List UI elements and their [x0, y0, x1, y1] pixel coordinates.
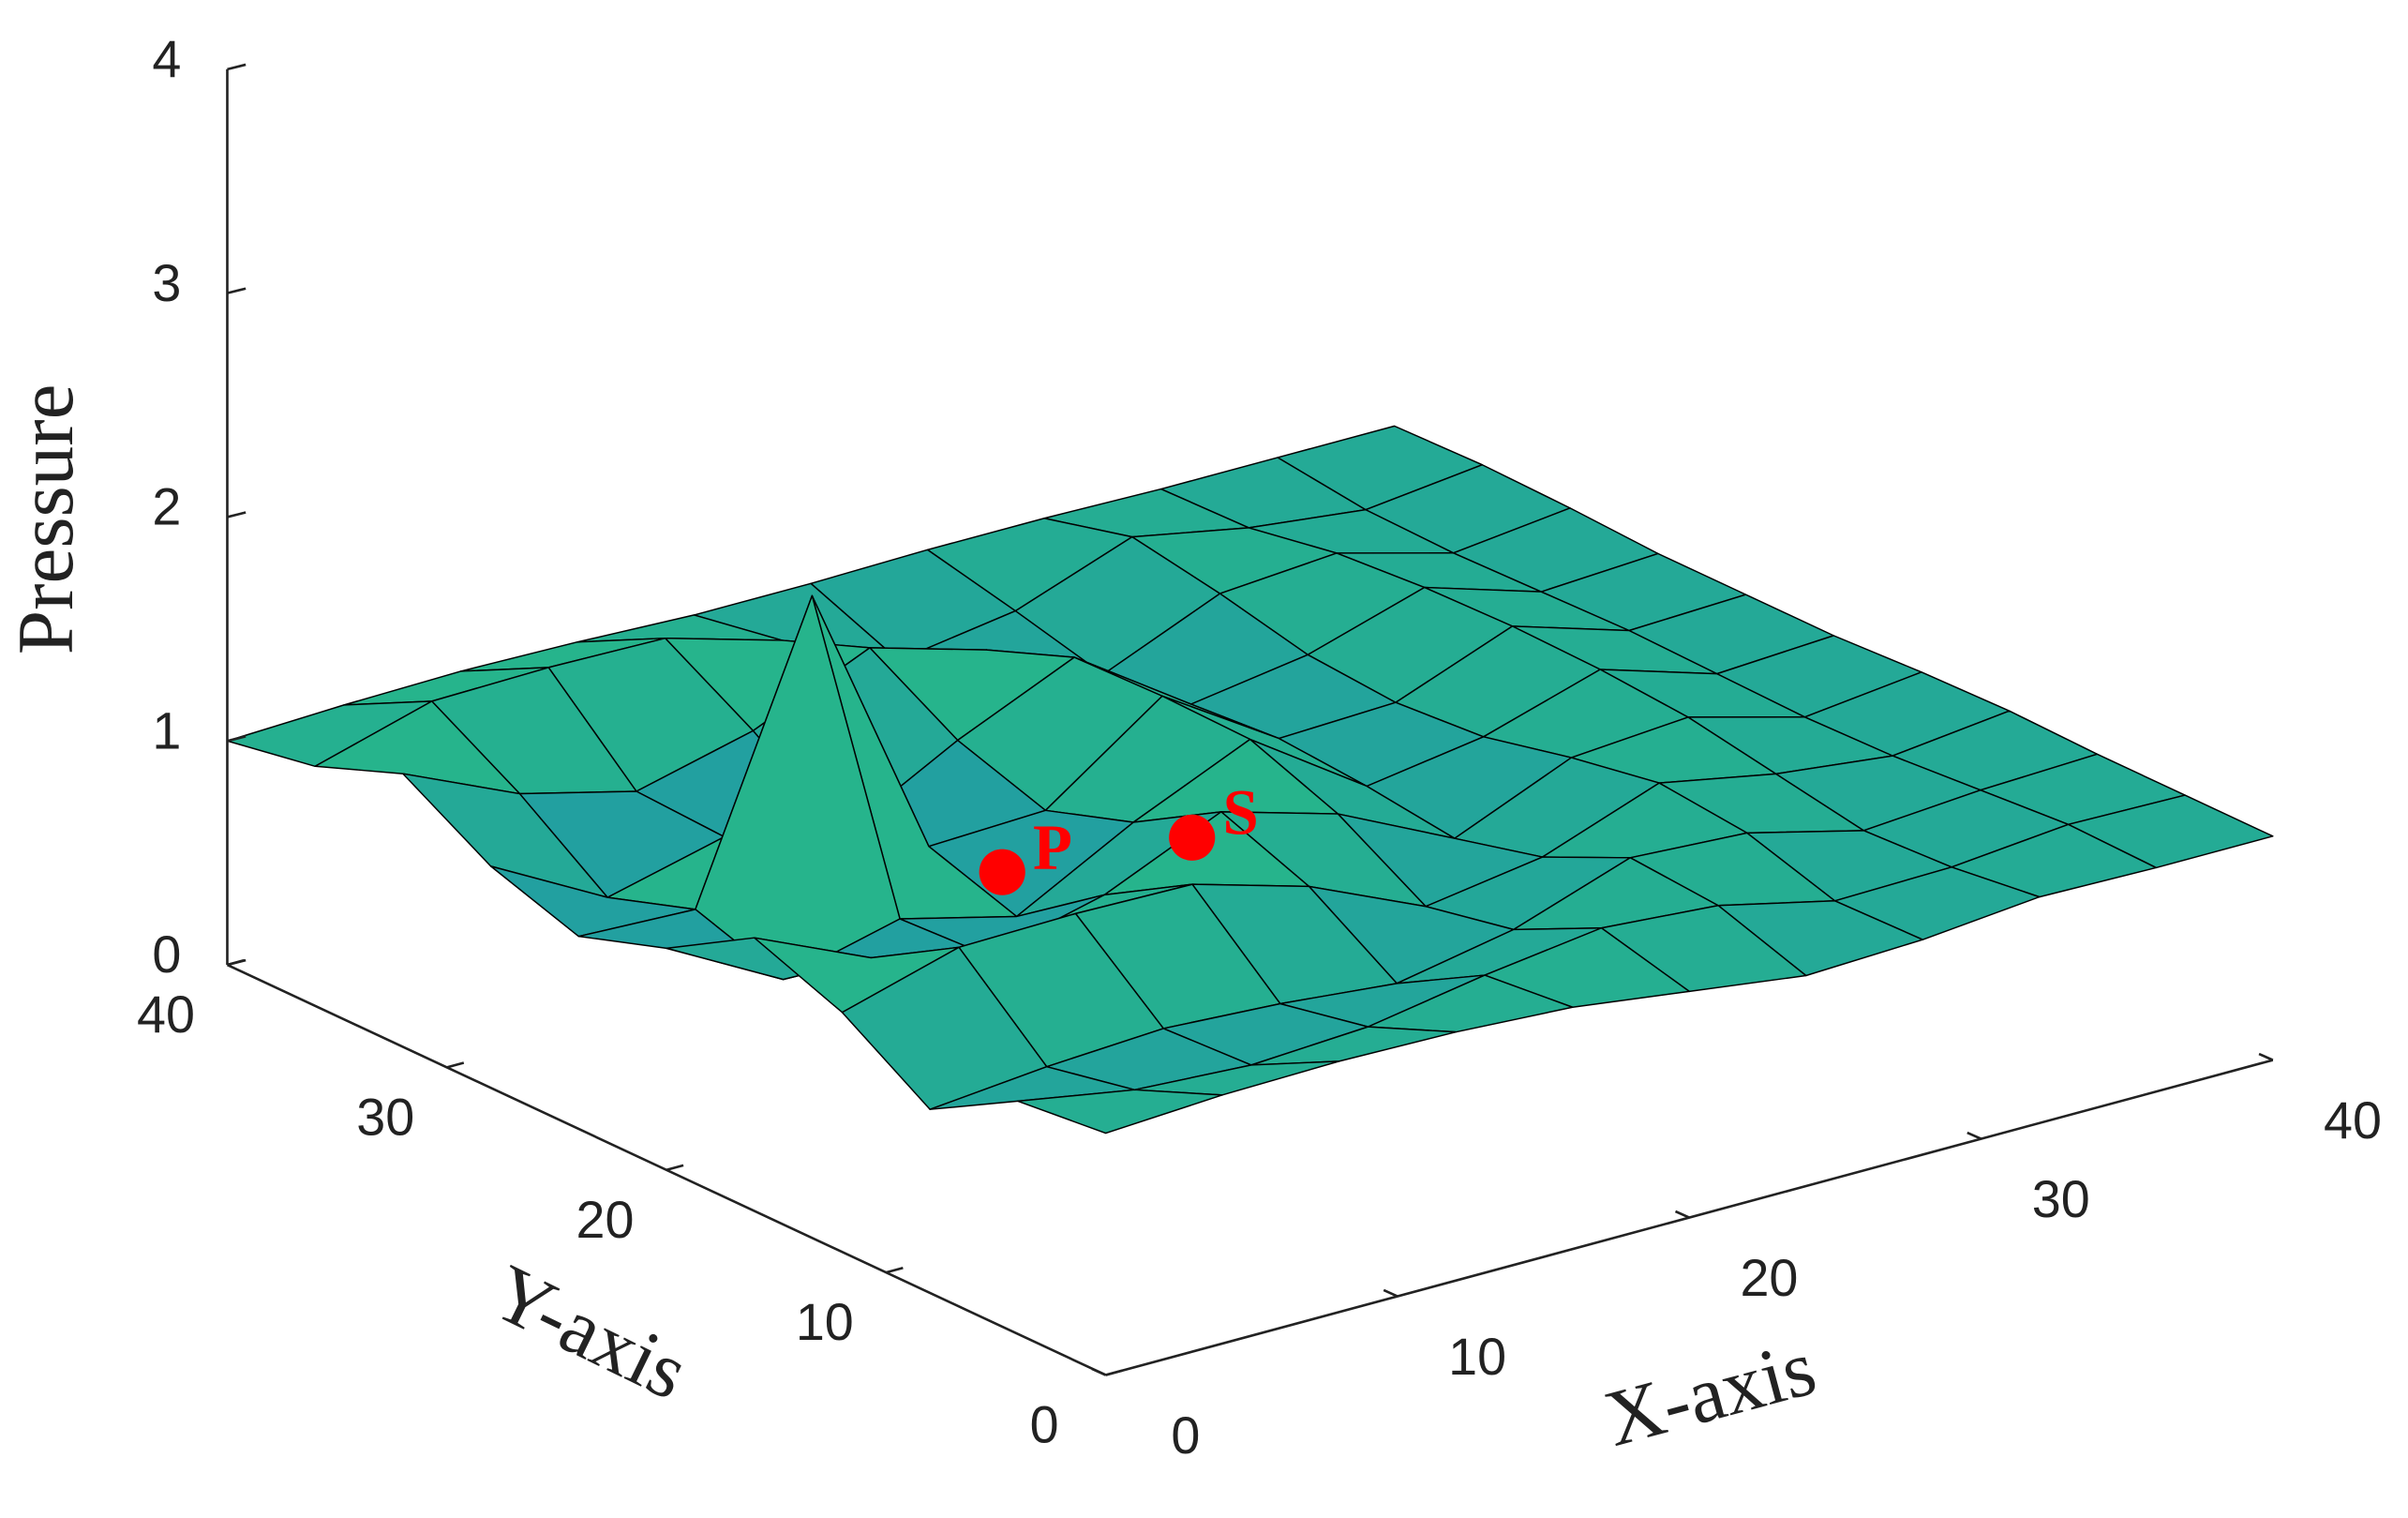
x-tick — [1091, 1367, 1107, 1376]
z-tick — [227, 735, 247, 743]
x-tick — [1383, 1288, 1398, 1298]
z-tick — [227, 63, 247, 71]
x-tick — [1967, 1131, 1982, 1140]
point-marker — [979, 849, 1025, 895]
z-tick-label: 0 — [152, 925, 181, 984]
surface-cell — [1017, 1089, 1223, 1135]
x-axis-label: X-axis — [1596, 1323, 1825, 1464]
z-tick — [227, 511, 247, 519]
z-tick-label: 4 — [152, 30, 181, 88]
x-tick-label: 0 — [1171, 1406, 1200, 1465]
x-tick — [1674, 1210, 1690, 1219]
y-axis-label: Y-axis — [479, 1248, 701, 1417]
y-tick-label: 20 — [576, 1191, 635, 1249]
y-axis — [226, 963, 1107, 1376]
y-tick — [886, 1266, 904, 1274]
y-tick — [666, 1164, 684, 1172]
point-label: S — [1222, 776, 1258, 848]
y-tick — [446, 1061, 465, 1069]
z-axis-label: Pressure — [2, 384, 90, 655]
y-tick-label: 0 — [1030, 1396, 1059, 1454]
y-tick-label: 10 — [796, 1293, 854, 1351]
point-marker — [1169, 814, 1216, 861]
y-tick-label: 40 — [137, 985, 195, 1044]
x-tick-label: 20 — [1740, 1249, 1798, 1307]
x-tick-label: 10 — [1448, 1328, 1506, 1386]
x-tick-label: 40 — [2324, 1091, 2382, 1150]
y-tick-label: 30 — [356, 1088, 414, 1146]
z-tick-label: 1 — [152, 701, 181, 759]
z-tick-label: 2 — [152, 478, 181, 536]
x-tick-label: 30 — [2032, 1170, 2090, 1228]
z-tick — [227, 287, 247, 294]
z-tick-label: 3 — [152, 254, 181, 312]
x-tick — [2258, 1052, 2274, 1061]
y-tick — [227, 958, 245, 967]
point-label: P — [1033, 811, 1072, 882]
y-tick — [1105, 1369, 1124, 1376]
